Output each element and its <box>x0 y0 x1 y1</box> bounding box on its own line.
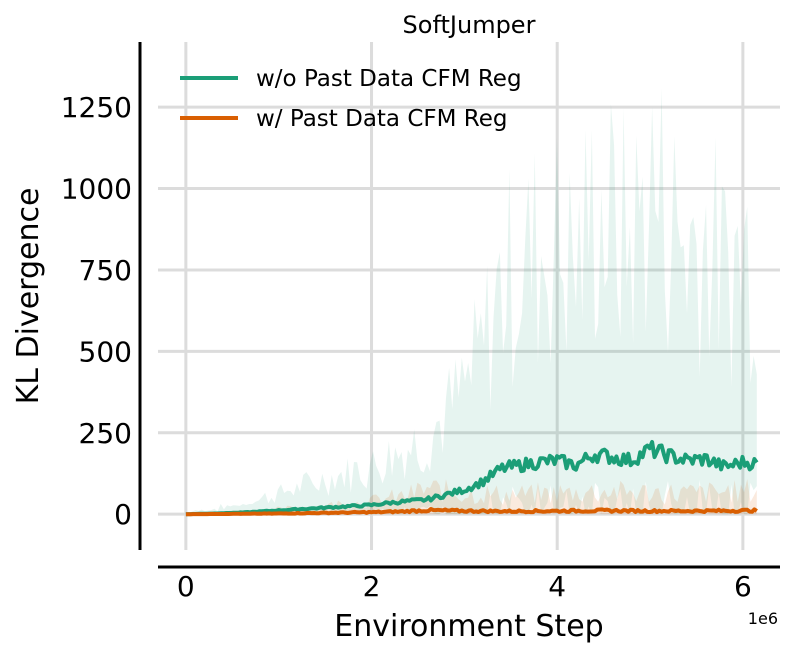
y-tick-label: 750 <box>79 254 132 287</box>
x-tick-label: 6 <box>734 570 752 603</box>
y-tick-label: 500 <box>79 335 132 368</box>
legend: w/o Past Data CFM Reg w/ Past Data CFM R… <box>180 66 522 132</box>
y-tick-label: 0 <box>114 498 132 531</box>
x-tick-label: 4 <box>548 570 566 603</box>
legend-label-without-reg: w/o Past Data CFM Reg <box>256 66 522 92</box>
series-lines <box>185 440 759 517</box>
x-axis-label: Environment Step <box>334 609 603 644</box>
y-tick-label: 250 <box>79 417 132 450</box>
variance-band-0 <box>185 88 757 515</box>
series-line-0 <box>185 440 759 517</box>
x-tick-label: 2 <box>363 570 381 603</box>
y-axis-label: KL Divergence <box>11 188 46 405</box>
tick-labels: 0 250 500 750 1000 1250 0 2 4 6 <box>61 91 752 603</box>
series-line-1 <box>185 507 758 517</box>
x-axis-offset-label: 1e6 <box>748 609 778 628</box>
x-tick-label: 0 <box>177 570 195 603</box>
y-tick-label: 1250 <box>61 91 132 124</box>
legend-label-with-reg: w/ Past Data CFM Reg <box>256 106 507 132</box>
y-tick-label: 1000 <box>61 173 132 206</box>
chart-title: SoftJumper <box>403 11 536 39</box>
